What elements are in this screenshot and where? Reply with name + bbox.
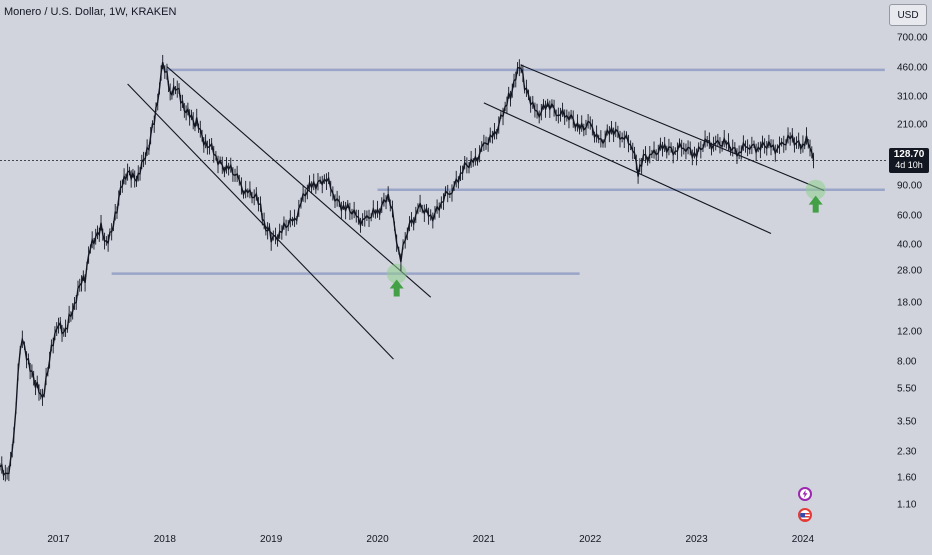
y-tick-label: 12.00 bbox=[897, 326, 923, 338]
bar-countdown: 4d 10h bbox=[895, 160, 923, 170]
y-tick-label: 60.00 bbox=[897, 210, 923, 222]
us-flag-icon[interactable] bbox=[798, 508, 812, 522]
x-tick-label: 2017 bbox=[47, 534, 70, 545]
x-tick-label: 2019 bbox=[260, 534, 283, 545]
current-price-value: 128.70 bbox=[893, 149, 925, 160]
y-tick-label: 5.50 bbox=[897, 383, 917, 395]
highlight-markers bbox=[386, 179, 826, 284]
trend-line bbox=[520, 64, 825, 192]
currency-button[interactable]: USD bbox=[889, 4, 927, 26]
y-tick-label: 700.00 bbox=[897, 32, 928, 44]
x-tick-label: 2021 bbox=[472, 534, 495, 545]
arrow-markers bbox=[389, 195, 823, 297]
up-arrow-icon bbox=[808, 195, 823, 213]
lightning-event-icon[interactable] bbox=[798, 487, 812, 501]
y-tick-label: 28.00 bbox=[897, 265, 923, 277]
y-tick-label: 40.00 bbox=[897, 239, 923, 251]
y-tick-label: 1.10 bbox=[897, 499, 917, 511]
x-tick-label: 2024 bbox=[791, 534, 815, 545]
y-tick-label: 2.30 bbox=[897, 446, 917, 458]
trend-line bbox=[483, 102, 772, 234]
x-tick-label: 2023 bbox=[685, 534, 708, 545]
trend-lines bbox=[127, 64, 825, 360]
x-tick-label: 2018 bbox=[153, 534, 176, 545]
y-tick-label: 1.60 bbox=[897, 472, 917, 484]
trend-line bbox=[166, 66, 432, 298]
y-tick-label: 8.00 bbox=[897, 356, 917, 368]
y-tick-label: 210.00 bbox=[897, 119, 928, 131]
up-arrow-icon bbox=[389, 279, 404, 297]
y-tick-label: 3.50 bbox=[897, 416, 917, 428]
y-tick-label: 90.00 bbox=[897, 180, 923, 192]
highlight-circle bbox=[386, 263, 407, 284]
price-series bbox=[0, 54, 815, 482]
horizontal-levels bbox=[111, 68, 885, 275]
y-tick-label: 460.00 bbox=[897, 62, 928, 74]
x-tick-label: 2022 bbox=[579, 534, 602, 545]
highlight-circle bbox=[805, 179, 826, 200]
trend-line bbox=[127, 83, 394, 360]
y-tick-label: 18.00 bbox=[897, 297, 923, 309]
chart-title: Monero / U.S. Dollar, 1W, KRAKEN bbox=[4, 6, 177, 18]
price-line bbox=[0, 61, 815, 477]
x-tick-label: 2020 bbox=[366, 534, 389, 545]
y-tick-label: 310.00 bbox=[897, 91, 928, 103]
current-price-tag: 128.70 4d 10h bbox=[889, 148, 929, 173]
